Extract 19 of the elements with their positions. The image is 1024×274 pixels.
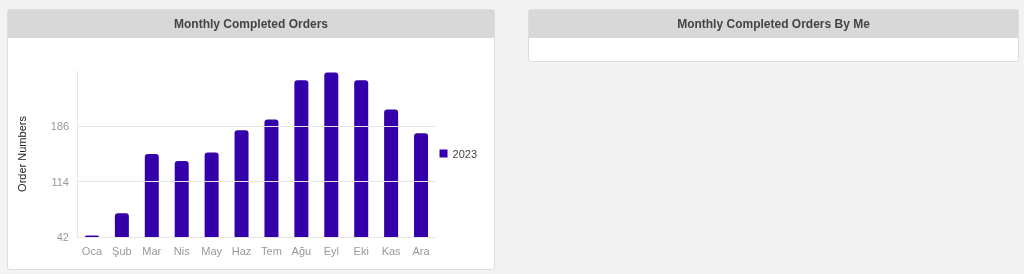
x-tick-label: Şub — [112, 244, 132, 257]
text: Monthly Completed Orders By Me — [529, 10, 1018, 38]
x-tick-label: Nis — [173, 244, 191, 257]
x-tick-label: Haz — [231, 244, 252, 257]
legend-label: 2023 — [452, 147, 478, 160]
x-tick-label: Ara — [412, 244, 431, 257]
chart-title: Monthly Completed Orders — [8, 10, 494, 38]
y-axis-title: Order Numbers — [15, 115, 28, 192]
y-tick-label: 114 — [51, 175, 69, 188]
y-tick-label: 186 — [50, 120, 69, 133]
x-tick-label: Kas — [381, 244, 402, 257]
x-tick-label: Tem — [261, 244, 282, 257]
x-tick-label: Eki — [353, 244, 369, 257]
x-tick-label: Mar — [142, 244, 162, 257]
x-tick-label: May — [201, 244, 223, 257]
x-tick-label: Eyl — [323, 244, 339, 257]
x-tick-label: Ağu — [291, 244, 312, 257]
y-tick-label: 42 — [56, 231, 69, 243]
x-tick-label: Oca — [81, 244, 103, 257]
